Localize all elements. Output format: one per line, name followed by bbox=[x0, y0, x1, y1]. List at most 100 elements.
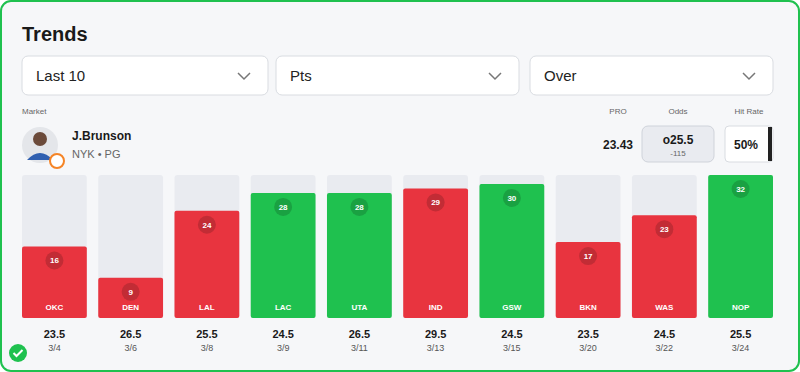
data-label-badge bbox=[274, 198, 292, 216]
line-value: 25.5 bbox=[730, 328, 751, 340]
data-label-badge bbox=[655, 220, 673, 238]
data-label: 28 bbox=[355, 203, 364, 212]
data-label: 30 bbox=[507, 194, 516, 203]
bar-track bbox=[98, 175, 163, 318]
hit-rate-accent bbox=[768, 127, 772, 161]
hit-rate-value: 50% bbox=[734, 138, 758, 152]
dropdown-box[interactable] bbox=[276, 56, 519, 95]
data-label-badge bbox=[198, 216, 216, 234]
data-label: 29 bbox=[431, 198, 440, 207]
bar-track bbox=[174, 175, 239, 318]
line-value: 25.5 bbox=[196, 328, 217, 340]
dropdown-label[interactable]: Last 10 bbox=[36, 67, 85, 84]
player-name: J.Brunson bbox=[72, 129, 131, 143]
bar bbox=[174, 211, 239, 318]
data-label-badge bbox=[122, 283, 140, 301]
dropdown-chevron[interactable] bbox=[238, 73, 250, 79]
category-label: IND bbox=[429, 303, 443, 312]
bar-labels: 16OKC23.53/49DEN26.53/624LAL25.53/828LAC… bbox=[44, 180, 752, 353]
data-label-badge bbox=[427, 193, 445, 211]
data-label: 23 bbox=[660, 225, 669, 234]
data-label-badge bbox=[579, 247, 597, 265]
bar-track bbox=[632, 175, 697, 318]
bar bbox=[479, 184, 544, 318]
data-label: 9 bbox=[128, 288, 133, 297]
bar-tracks bbox=[22, 175, 773, 318]
line-value: 26.5 bbox=[120, 328, 141, 340]
category-label: UTA bbox=[351, 303, 367, 312]
line-value: 24.5 bbox=[272, 328, 293, 340]
card bbox=[1, 1, 799, 371]
line-value: 24.5 bbox=[654, 328, 675, 340]
line-value: 23.5 bbox=[577, 328, 598, 340]
line-value: 29.5 bbox=[425, 328, 446, 340]
pro-value: 23.43 bbox=[603, 138, 633, 152]
bar bbox=[708, 175, 773, 318]
bar-track bbox=[251, 175, 316, 318]
check-mark bbox=[14, 350, 23, 356]
category-label: GSW bbox=[502, 303, 522, 312]
bar bbox=[403, 188, 468, 318]
game-date: 3/4 bbox=[48, 343, 61, 353]
dropdown-chevron[interactable] bbox=[743, 73, 755, 79]
title: Trends bbox=[22, 23, 88, 45]
data-label-badge bbox=[350, 198, 368, 216]
pro-label: PRO bbox=[609, 107, 626, 116]
game-date: 3/15 bbox=[503, 343, 521, 353]
trends-widget: TrendsLast 10PtsOverMarketJ.BrunsonNYK •… bbox=[0, 0, 800, 372]
dropdown-label[interactable]: Over bbox=[544, 67, 577, 84]
data-label: 17 bbox=[584, 252, 593, 261]
data-label-badge bbox=[45, 252, 63, 270]
category-label: NOP bbox=[732, 303, 750, 312]
line-value: 26.5 bbox=[349, 328, 370, 340]
odds-price[interactable]: -115 bbox=[670, 149, 686, 158]
game-date: 3/11 bbox=[351, 343, 368, 353]
player-head bbox=[33, 132, 47, 146]
filter-dropdown[interactable]: Pts bbox=[276, 56, 519, 95]
odds-box[interactable] bbox=[642, 126, 714, 162]
line-value: 24.5 bbox=[501, 328, 522, 340]
category-label: LAC bbox=[275, 303, 292, 312]
bar bbox=[251, 193, 316, 318]
category-label: BKN bbox=[579, 303, 597, 312]
bar bbox=[632, 215, 697, 318]
bar bbox=[327, 193, 392, 318]
dropdown-chevron[interactable] bbox=[489, 73, 501, 79]
bar-track bbox=[403, 175, 468, 318]
category-label: WAS bbox=[655, 303, 674, 312]
player-team: NYK • PG bbox=[72, 148, 120, 160]
bar-track bbox=[327, 175, 392, 318]
filter-dropdown[interactable]: Last 10 bbox=[22, 56, 268, 95]
category-label: DEN bbox=[122, 303, 139, 312]
bars bbox=[22, 175, 773, 318]
game-date: 3/24 bbox=[732, 343, 750, 353]
team-logo bbox=[50, 154, 64, 168]
data-label: 24 bbox=[202, 221, 211, 230]
bar-track bbox=[708, 175, 773, 318]
odds-label: Odds bbox=[668, 107, 687, 116]
data-label-badge bbox=[503, 189, 521, 207]
data-label: 32 bbox=[736, 185, 745, 194]
data-label: 28 bbox=[279, 203, 288, 212]
dropdown-label[interactable]: Pts bbox=[290, 67, 312, 84]
game-date: 3/22 bbox=[656, 343, 674, 353]
category-label: OKC bbox=[46, 303, 64, 312]
odds-line[interactable]: o25.5 bbox=[663, 133, 694, 147]
hit-rate-label: Hit Rate bbox=[735, 107, 764, 116]
line-value: 23.5 bbox=[44, 328, 65, 340]
category-label: LAL bbox=[199, 303, 215, 312]
dropdown-box[interactable] bbox=[22, 56, 268, 95]
data-label-badge bbox=[732, 180, 750, 198]
bar bbox=[556, 242, 621, 318]
dropdown-box[interactable] bbox=[530, 56, 773, 95]
game-date: 3/8 bbox=[201, 343, 214, 353]
bar-track bbox=[479, 175, 544, 318]
bar bbox=[98, 278, 163, 318]
bar bbox=[22, 247, 87, 319]
data-label: 16 bbox=[50, 256, 59, 265]
game-date: 3/13 bbox=[427, 343, 445, 353]
game-date: 3/9 bbox=[277, 343, 290, 353]
bar-track bbox=[556, 175, 621, 318]
filter-dropdown[interactable]: Over bbox=[530, 56, 773, 95]
hit-rate-box bbox=[725, 126, 773, 162]
